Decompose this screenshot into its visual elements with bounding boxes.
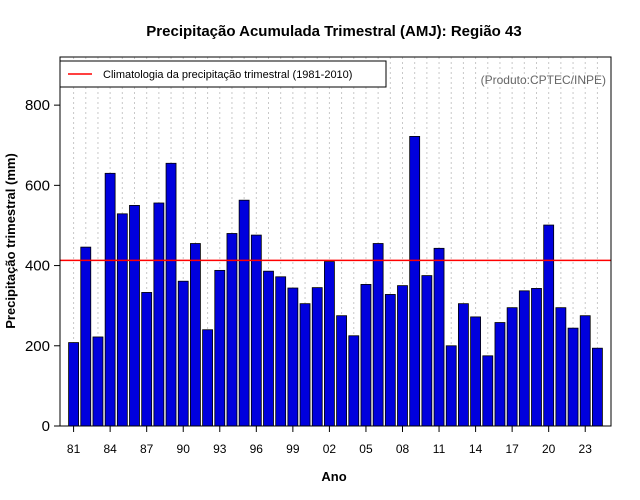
legend: Climatologia da precipitação trimestral … [59, 60, 387, 88]
bar [116, 213, 128, 427]
legend-box [59, 60, 387, 88]
x-tick-label: 08 [396, 442, 410, 456]
y-tick-label: 0 [42, 418, 50, 435]
x-tick-label: 90 [177, 442, 191, 456]
x-tick-label: 02 [323, 442, 337, 456]
y-tick-label: 600 [25, 177, 50, 194]
bar [360, 284, 372, 427]
y-tick-label: 800 [25, 97, 50, 114]
bar [250, 234, 262, 427]
bar [445, 345, 457, 427]
x-tick-label: 17 [505, 442, 519, 456]
bar [494, 322, 506, 427]
grid-lines [73, 57, 598, 426]
x-axis-title: Ano [321, 469, 346, 484]
bar [129, 205, 140, 427]
bar [348, 335, 360, 427]
x-tick-label: 11 [433, 442, 446, 456]
bar [263, 270, 274, 427]
bar [384, 294, 396, 427]
bar [458, 303, 469, 427]
x-tick-label: 23 [579, 442, 593, 456]
bar [275, 276, 287, 427]
bar [80, 246, 92, 427]
bar [518, 290, 530, 427]
x-tick-label: 81 [67, 442, 81, 456]
bar [579, 315, 591, 427]
bar [287, 287, 299, 427]
bar [299, 303, 311, 427]
bar [372, 243, 384, 427]
bar [153, 202, 165, 427]
x-tick-label: 99 [286, 442, 300, 456]
y-tick-label: 200 [25, 338, 50, 355]
bar [433, 247, 445, 427]
x-tick-label: 93 [213, 442, 227, 456]
bar [482, 355, 494, 427]
bar [470, 316, 481, 427]
y-tick-label: 400 [25, 258, 50, 275]
x-tick-label: 05 [359, 442, 373, 456]
bar [543, 224, 555, 427]
x-tick-label: 14 [469, 442, 483, 456]
chart-title: Precipitação Acumulada Trimestral (AMJ):… [146, 23, 521, 40]
bar [506, 307, 518, 427]
bar [324, 261, 335, 427]
bar [68, 342, 79, 427]
y-axis: 0 200 400 600 800 [25, 97, 60, 435]
bars [68, 136, 603, 427]
plot-frame [59, 56, 612, 427]
bar [567, 327, 579, 427]
x-axis: 81 84 87 90 93 96 99 02 05 08 11 14 17 20 23 [67, 426, 592, 456]
bar [190, 243, 201, 427]
bar [409, 136, 421, 427]
bar [421, 275, 433, 427]
x-tick-label: 84 [103, 442, 117, 456]
x-tick-label: 96 [250, 442, 264, 456]
bar [238, 199, 250, 427]
bar [202, 329, 213, 427]
bar [214, 269, 226, 427]
bar [531, 288, 542, 427]
bar [397, 285, 408, 427]
credit-text: (Produto:CPTEC/INPE) [481, 73, 606, 87]
bar [336, 315, 347, 427]
bar [311, 287, 323, 427]
x-tick-label: 87 [140, 442, 154, 456]
bar [177, 280, 189, 427]
bar [141, 292, 153, 427]
x-tick-label: 20 [542, 442, 556, 456]
bar [592, 347, 603, 427]
bar [104, 172, 116, 427]
bar [226, 233, 238, 427]
legend-label: Climatologia da precipitação trimestral … [103, 69, 352, 81]
bar [555, 307, 567, 427]
y-axis-title: Precipitação trimestral (mm) [3, 153, 18, 329]
bar [165, 162, 177, 427]
bar [92, 336, 104, 427]
